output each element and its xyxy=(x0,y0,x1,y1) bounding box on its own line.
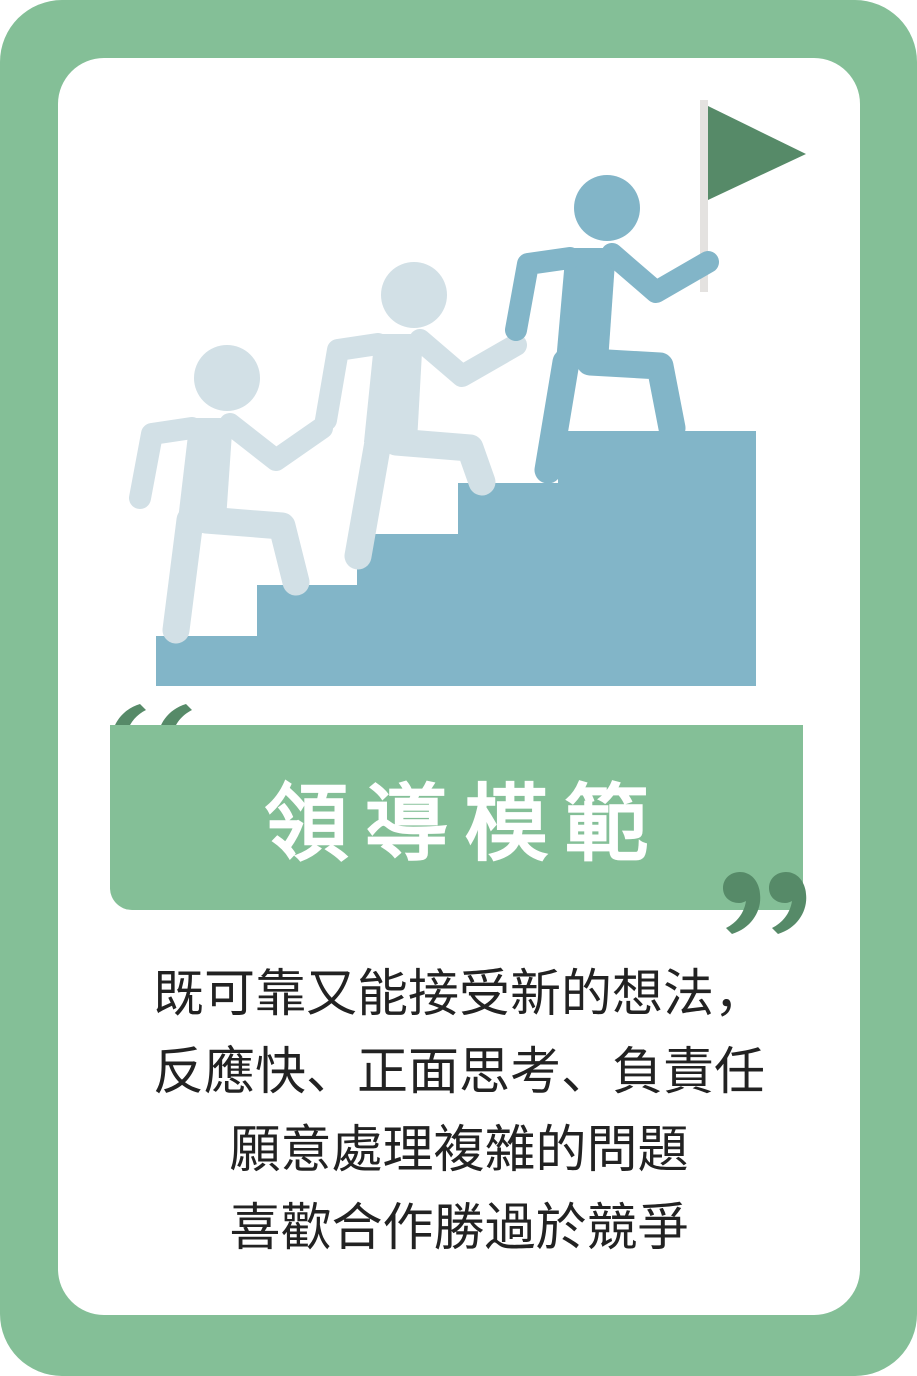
stairs-icon xyxy=(156,431,756,686)
description-line-3: 願意處理複雜的問題 xyxy=(229,1121,689,1180)
description: 既可靠又能接受新的想法， 反應快、正面思考、負責任 願意處理複雜的問題 喜歡合作… xyxy=(58,956,860,1268)
description-line-2: 反應快、正面思考、負責任 xyxy=(152,1043,765,1102)
description-line-1: 既可靠又能接受新的想法， xyxy=(152,965,765,1024)
flag-icon xyxy=(700,100,806,292)
title-banner: 領導模範 xyxy=(110,725,803,910)
card-panel: 領導模範 既可靠又能接受新的想法， 反應快、正面思考、負責任 願意處理複雜的問題… xyxy=(58,58,860,1315)
leadership-illustration xyxy=(129,100,806,686)
follower-figure-back xyxy=(129,345,333,644)
leader-figure xyxy=(505,175,719,484)
page-title: 領導模範 xyxy=(264,775,665,873)
description-line-4: 喜歡合作勝過於競爭 xyxy=(229,1199,689,1258)
close-quote-icon xyxy=(723,872,807,934)
follower-figure-middle xyxy=(315,262,527,570)
